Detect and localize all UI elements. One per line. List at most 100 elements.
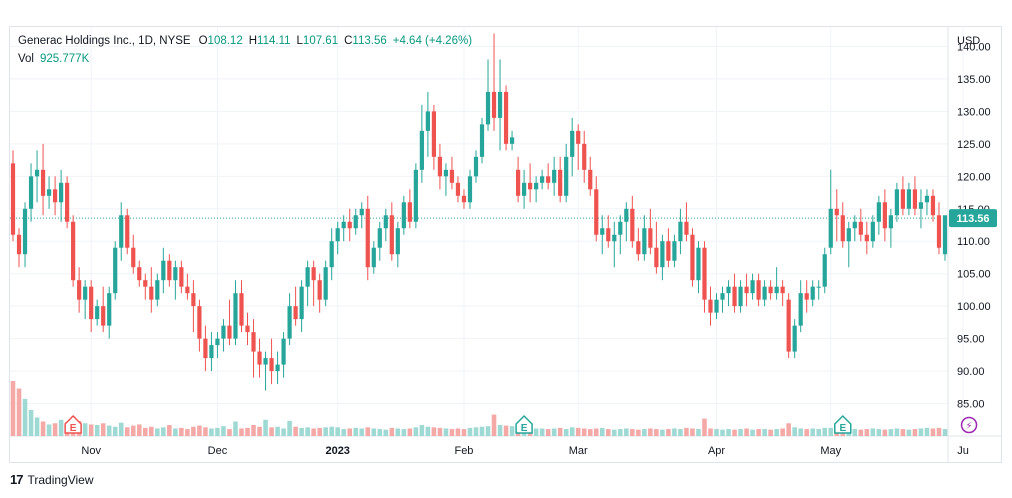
candle-body bbox=[636, 241, 641, 255]
y-tick-label: 130.00 bbox=[957, 106, 991, 118]
candle-body bbox=[215, 338, 220, 346]
candle-body bbox=[221, 325, 226, 339]
earnings-marker-shape bbox=[64, 414, 82, 434]
candle-body bbox=[209, 345, 214, 359]
candle-body bbox=[618, 221, 623, 235]
volume-bar bbox=[599, 427, 605, 436]
candle-body bbox=[684, 221, 689, 235]
candle-body bbox=[888, 215, 893, 229]
volume-bar bbox=[359, 428, 365, 436]
volume-bar bbox=[425, 426, 431, 436]
low-value: 107.61 bbox=[302, 35, 339, 47]
volume-bar bbox=[654, 429, 659, 436]
volume-bar bbox=[16, 388, 22, 436]
volume-bar bbox=[587, 429, 593, 436]
earnings-marker-icon[interactable]: E bbox=[64, 414, 82, 434]
candle-body bbox=[756, 280, 761, 300]
volume-bar bbox=[419, 425, 425, 436]
candle-body bbox=[774, 286, 779, 294]
volume-bar bbox=[467, 427, 473, 436]
earnings-marker-shape bbox=[834, 414, 852, 434]
candle-body bbox=[768, 286, 773, 294]
volume-bar bbox=[215, 427, 220, 436]
candle-body bbox=[155, 280, 160, 300]
volume-bar bbox=[581, 428, 587, 436]
candle-body bbox=[660, 241, 665, 268]
candle-body bbox=[341, 221, 346, 229]
volume-value: 925.777K bbox=[40, 53, 90, 65]
candle-body bbox=[816, 286, 821, 288]
candle-body bbox=[810, 286, 815, 300]
volume-bar bbox=[575, 427, 581, 436]
volume-bar bbox=[708, 428, 713, 436]
candle-body bbox=[239, 293, 244, 326]
volume-bar bbox=[684, 427, 689, 436]
volume-bar bbox=[491, 414, 497, 436]
candle-body bbox=[143, 280, 148, 287]
candle-body bbox=[515, 169, 521, 196]
volume-bar bbox=[251, 425, 256, 436]
candle-body bbox=[582, 143, 587, 170]
candle-body bbox=[738, 286, 743, 307]
candle-body bbox=[323, 267, 328, 300]
candle-body bbox=[449, 169, 455, 183]
candle-body bbox=[786, 299, 791, 352]
currency-label[interactable]: USD bbox=[957, 35, 981, 47]
volume-bar bbox=[798, 428, 803, 436]
candle-body bbox=[678, 221, 683, 242]
earnings-marker-shape bbox=[515, 414, 533, 434]
volume-bar bbox=[696, 429, 701, 436]
volume-bar bbox=[191, 426, 196, 436]
volume-bar bbox=[461, 429, 467, 436]
volume-bar bbox=[401, 429, 407, 436]
candle-body bbox=[203, 338, 208, 359]
volume-bar bbox=[413, 427, 419, 436]
last-price-tag-label: 113.56 bbox=[956, 213, 989, 225]
volume-bar bbox=[455, 428, 461, 436]
candle-body bbox=[22, 208, 28, 255]
volume-bar bbox=[335, 427, 340, 436]
candle-body bbox=[918, 202, 924, 209]
x-tick-label: May bbox=[820, 445, 841, 457]
earnings-marker-icon[interactable]: E bbox=[834, 414, 852, 434]
candle-body bbox=[479, 124, 485, 157]
candle-body bbox=[161, 260, 166, 281]
volume-bar bbox=[786, 423, 791, 436]
volume-bar bbox=[630, 429, 635, 436]
candle-body bbox=[59, 182, 64, 203]
split-marker-icon[interactable]: ⚡ bbox=[960, 416, 978, 434]
earnings-marker-icon[interactable]: E bbox=[515, 414, 533, 434]
volume-bar bbox=[347, 428, 353, 436]
volume-bar bbox=[618, 429, 623, 436]
volume-bar bbox=[443, 428, 449, 436]
candle-body bbox=[65, 182, 70, 222]
volume-bar bbox=[636, 429, 641, 436]
volume-bar bbox=[810, 428, 815, 436]
volume-bar bbox=[371, 428, 377, 436]
volume-bar bbox=[912, 429, 918, 436]
volume-bar bbox=[792, 427, 797, 436]
tradingview-brand[interactable]: 17 TradingView bbox=[10, 472, 94, 487]
x-tick-label: Dec bbox=[208, 445, 228, 457]
volume-bar bbox=[100, 423, 106, 436]
candle-body bbox=[413, 169, 418, 222]
candle-body bbox=[648, 228, 653, 248]
volume-bar bbox=[46, 424, 52, 436]
volume-bar bbox=[395, 428, 401, 436]
volume-bar bbox=[545, 429, 551, 436]
candle-body bbox=[431, 111, 437, 157]
volume-bar bbox=[533, 428, 539, 436]
candle-body bbox=[335, 228, 340, 242]
candle-body bbox=[912, 189, 918, 209]
volume-bar bbox=[780, 428, 785, 436]
candle-body bbox=[305, 267, 310, 287]
candle-body bbox=[113, 247, 118, 294]
split-marker-label: ⚡ bbox=[966, 421, 973, 432]
x-tick-label: Mar bbox=[569, 445, 588, 457]
volume-bar bbox=[762, 429, 767, 436]
close-label: C bbox=[344, 35, 353, 47]
volume-bar bbox=[203, 427, 208, 436]
candle-body bbox=[690, 234, 695, 281]
volume-bar bbox=[299, 427, 304, 436]
